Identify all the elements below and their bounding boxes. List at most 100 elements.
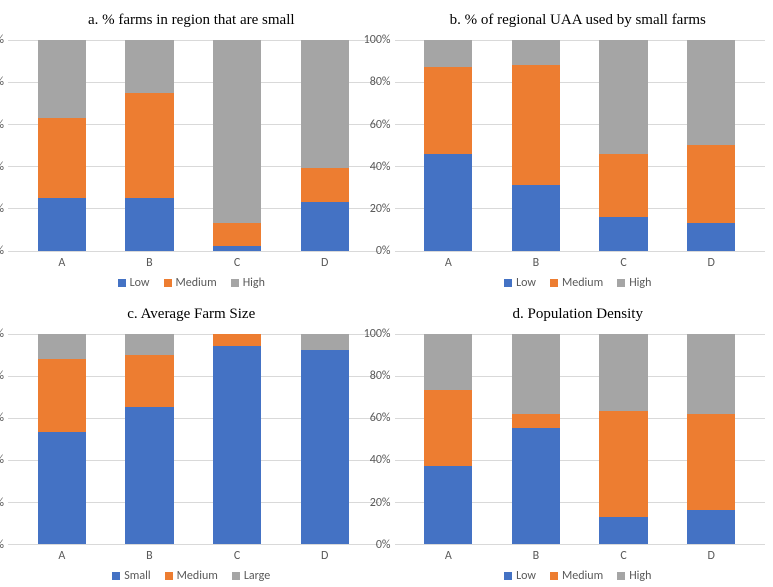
bar-segment	[599, 411, 647, 516]
bar-segment	[687, 334, 735, 414]
bar-segment	[424, 67, 472, 153]
bar-segment	[213, 246, 261, 250]
bar-segment	[38, 40, 86, 118]
legend-swatch	[550, 572, 558, 580]
x-tick-label: A	[405, 256, 493, 270]
x-axis: ABCD	[8, 545, 379, 563]
panel-d: d. Population Density100%80%60%40%20%0%A…	[387, 294, 773, 587]
bar-segment	[125, 407, 173, 544]
bar-segment	[599, 517, 647, 544]
x-tick-label: A	[18, 256, 106, 270]
bar-segment	[512, 40, 560, 65]
bar-segment	[38, 334, 86, 359]
legend-swatch	[118, 279, 126, 287]
x-tick-label: C	[580, 256, 668, 270]
legend-item: Low	[504, 276, 536, 290]
legend-swatch	[231, 279, 239, 287]
legend-item: Low	[118, 276, 150, 290]
x-tick-label: B	[106, 256, 194, 270]
bar	[38, 40, 86, 251]
bar-segment	[301, 350, 349, 544]
bar	[687, 40, 735, 251]
bar-segment	[424, 466, 472, 544]
bar-segment	[38, 198, 86, 251]
legend-label: Medium	[177, 569, 218, 583]
bar	[687, 334, 735, 545]
bar-segment	[125, 198, 173, 251]
legend-item: Small	[112, 569, 150, 583]
legend-label: Medium	[562, 569, 603, 583]
panel-grid: a. % farms in region that are small00%80…	[0, 0, 773, 587]
legend-swatch	[504, 279, 512, 287]
x-tick-label: A	[405, 549, 493, 563]
bar-segment	[512, 414, 560, 429]
chart-body: 00%80%60%40%20%0%ABCD Small Medium Large	[4, 334, 379, 584]
bar	[512, 40, 560, 251]
plot-area	[395, 40, 766, 252]
legend: LowMediumHigh	[4, 270, 379, 290]
bar-segment	[512, 65, 560, 185]
bar-segment	[687, 145, 735, 223]
plot-area	[395, 334, 766, 546]
bar-segment	[125, 355, 173, 408]
plot-row: 100%80%60%40%20%0%	[391, 40, 766, 252]
legend-item: Large	[232, 569, 270, 583]
legend-item: High	[617, 569, 651, 583]
bar-segment	[599, 40, 647, 154]
legend-label: Low	[130, 276, 150, 290]
chart-title: a. % farms in region that are small	[4, 4, 379, 38]
chart-body: 100%80%60%40%20%0% ABCD Low Medium High	[391, 40, 766, 290]
x-axis-row: ABCD	[4, 545, 379, 563]
x-axis: ABCD	[395, 545, 766, 563]
bar	[213, 40, 261, 251]
x-axis-row: ABCD	[391, 545, 766, 563]
legend-swatch	[165, 572, 173, 580]
plot-row: 00%80%60%40%20%0%	[4, 334, 379, 546]
bar-segment	[38, 359, 86, 433]
chart-title: b. % of regional UAA used by small farms	[391, 4, 766, 38]
legend-label: Low	[516, 276, 536, 290]
x-tick-label: D	[281, 549, 369, 563]
plot-row: 100%80%60%40%20%0%	[391, 334, 766, 546]
bar-segment	[301, 334, 349, 351]
legend-label: High	[629, 569, 651, 583]
bars-container	[8, 334, 379, 545]
legend-item: Low	[504, 569, 536, 583]
plot-area	[8, 40, 379, 252]
bar	[38, 334, 86, 545]
bar	[599, 334, 647, 545]
legend-label: High	[629, 276, 651, 290]
bar	[599, 40, 647, 251]
bar-segment	[599, 154, 647, 217]
bar-segment	[38, 432, 86, 544]
bar-segment	[125, 334, 173, 355]
x-tick-label: B	[492, 256, 580, 270]
bar	[301, 40, 349, 251]
legend-swatch	[550, 279, 558, 287]
bar-segment	[512, 185, 560, 250]
legend: Small Medium Large	[4, 563, 379, 583]
panel-a: a. % farms in region that are small00%80…	[0, 0, 387, 294]
chart-body: 00%80%60%40%20%0%ABCDLowMediumHigh	[4, 40, 379, 290]
x-tick-label: C	[193, 256, 281, 270]
bar-segment	[424, 40, 472, 67]
bar-segment	[125, 40, 173, 93]
x-axis-row: ABCD	[4, 252, 379, 270]
bar-segment	[599, 334, 647, 412]
legend-label: Medium	[176, 276, 217, 290]
legend: Low Medium High	[391, 563, 766, 583]
bars-container	[395, 334, 766, 545]
bar	[512, 334, 560, 545]
legend-item: High	[617, 276, 651, 290]
x-tick-label: D	[667, 256, 755, 270]
chart-title: c. Average Farm Size	[4, 298, 379, 332]
bar	[213, 334, 261, 545]
legend-swatch	[617, 572, 625, 580]
bar-segment	[213, 223, 261, 246]
bar-segment	[687, 40, 735, 145]
plot-row: 00%80%60%40%20%0%	[4, 40, 379, 252]
legend-label: Medium	[562, 276, 603, 290]
bar-segment	[38, 118, 86, 198]
plot-area	[8, 334, 379, 546]
bar-segment	[424, 154, 472, 251]
